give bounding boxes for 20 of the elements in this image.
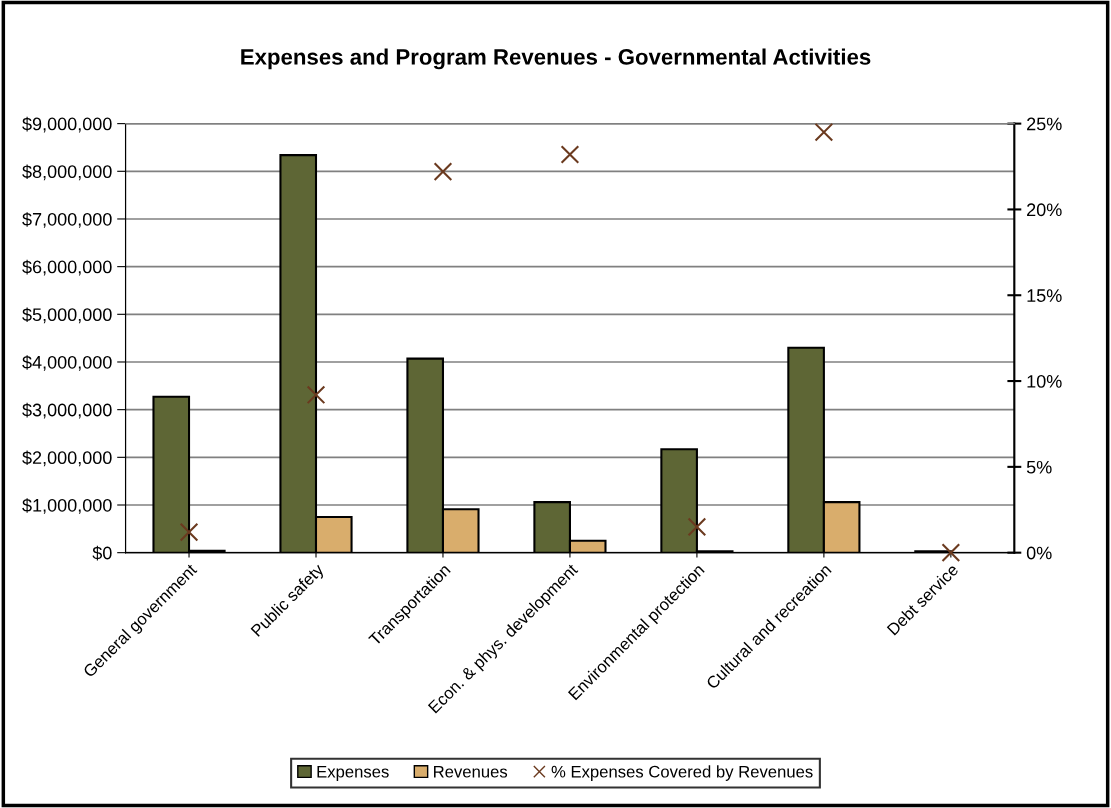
y-tick-label: $1,000,000 bbox=[22, 498, 112, 514]
y-tick-label: $7,000,000 bbox=[22, 212, 112, 228]
y-tick-label: $3,000,000 bbox=[22, 402, 112, 419]
y2-tick-label: 15% bbox=[1027, 289, 1062, 302]
y-tick-label: $4,000,000 bbox=[22, 355, 112, 371]
y-tick-label: $9,000,000 bbox=[22, 116, 112, 133]
legend-label: Expenses bbox=[317, 765, 389, 781]
y2-tick-label: 5% bbox=[1026, 460, 1052, 474]
y2-tick-label: 20% bbox=[1027, 203, 1062, 217]
y-tick-label: $2,000,000 bbox=[22, 450, 112, 467]
y-tick-label: $8,000,000 bbox=[22, 164, 112, 181]
y-tick-label: $5,000,000 bbox=[22, 307, 112, 324]
y2-tick-label: 25% bbox=[1027, 117, 1062, 131]
chart-title: Expenses and Program Revenues - Governmental Activities bbox=[241, 48, 871, 70]
y-tick-label: $6,000,000 bbox=[22, 259, 112, 276]
legend-label: % Expenses Covered by Revenues bbox=[551, 765, 813, 781]
y-tick-label: $0 bbox=[92, 545, 112, 561]
legend-label: Revenues bbox=[434, 765, 508, 778]
y2-tick-label: 0% bbox=[1026, 546, 1052, 560]
y2-tick-label: 10% bbox=[1027, 374, 1062, 388]
